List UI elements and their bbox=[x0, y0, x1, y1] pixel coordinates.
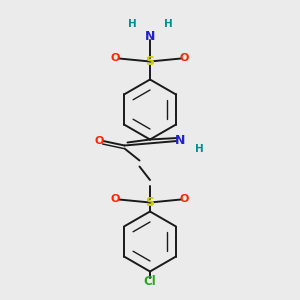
Text: H: H bbox=[128, 19, 136, 29]
Text: O: O bbox=[180, 53, 189, 64]
Text: Cl: Cl bbox=[144, 274, 156, 288]
Text: O: O bbox=[180, 194, 189, 205]
Text: H: H bbox=[164, 19, 172, 29]
Text: O: O bbox=[111, 194, 120, 205]
Text: O: O bbox=[95, 136, 104, 146]
Text: N: N bbox=[175, 134, 185, 148]
Text: S: S bbox=[146, 196, 154, 209]
Text: N: N bbox=[145, 29, 155, 43]
Text: S: S bbox=[146, 55, 154, 68]
Text: H: H bbox=[195, 143, 204, 154]
Text: O: O bbox=[111, 53, 120, 64]
